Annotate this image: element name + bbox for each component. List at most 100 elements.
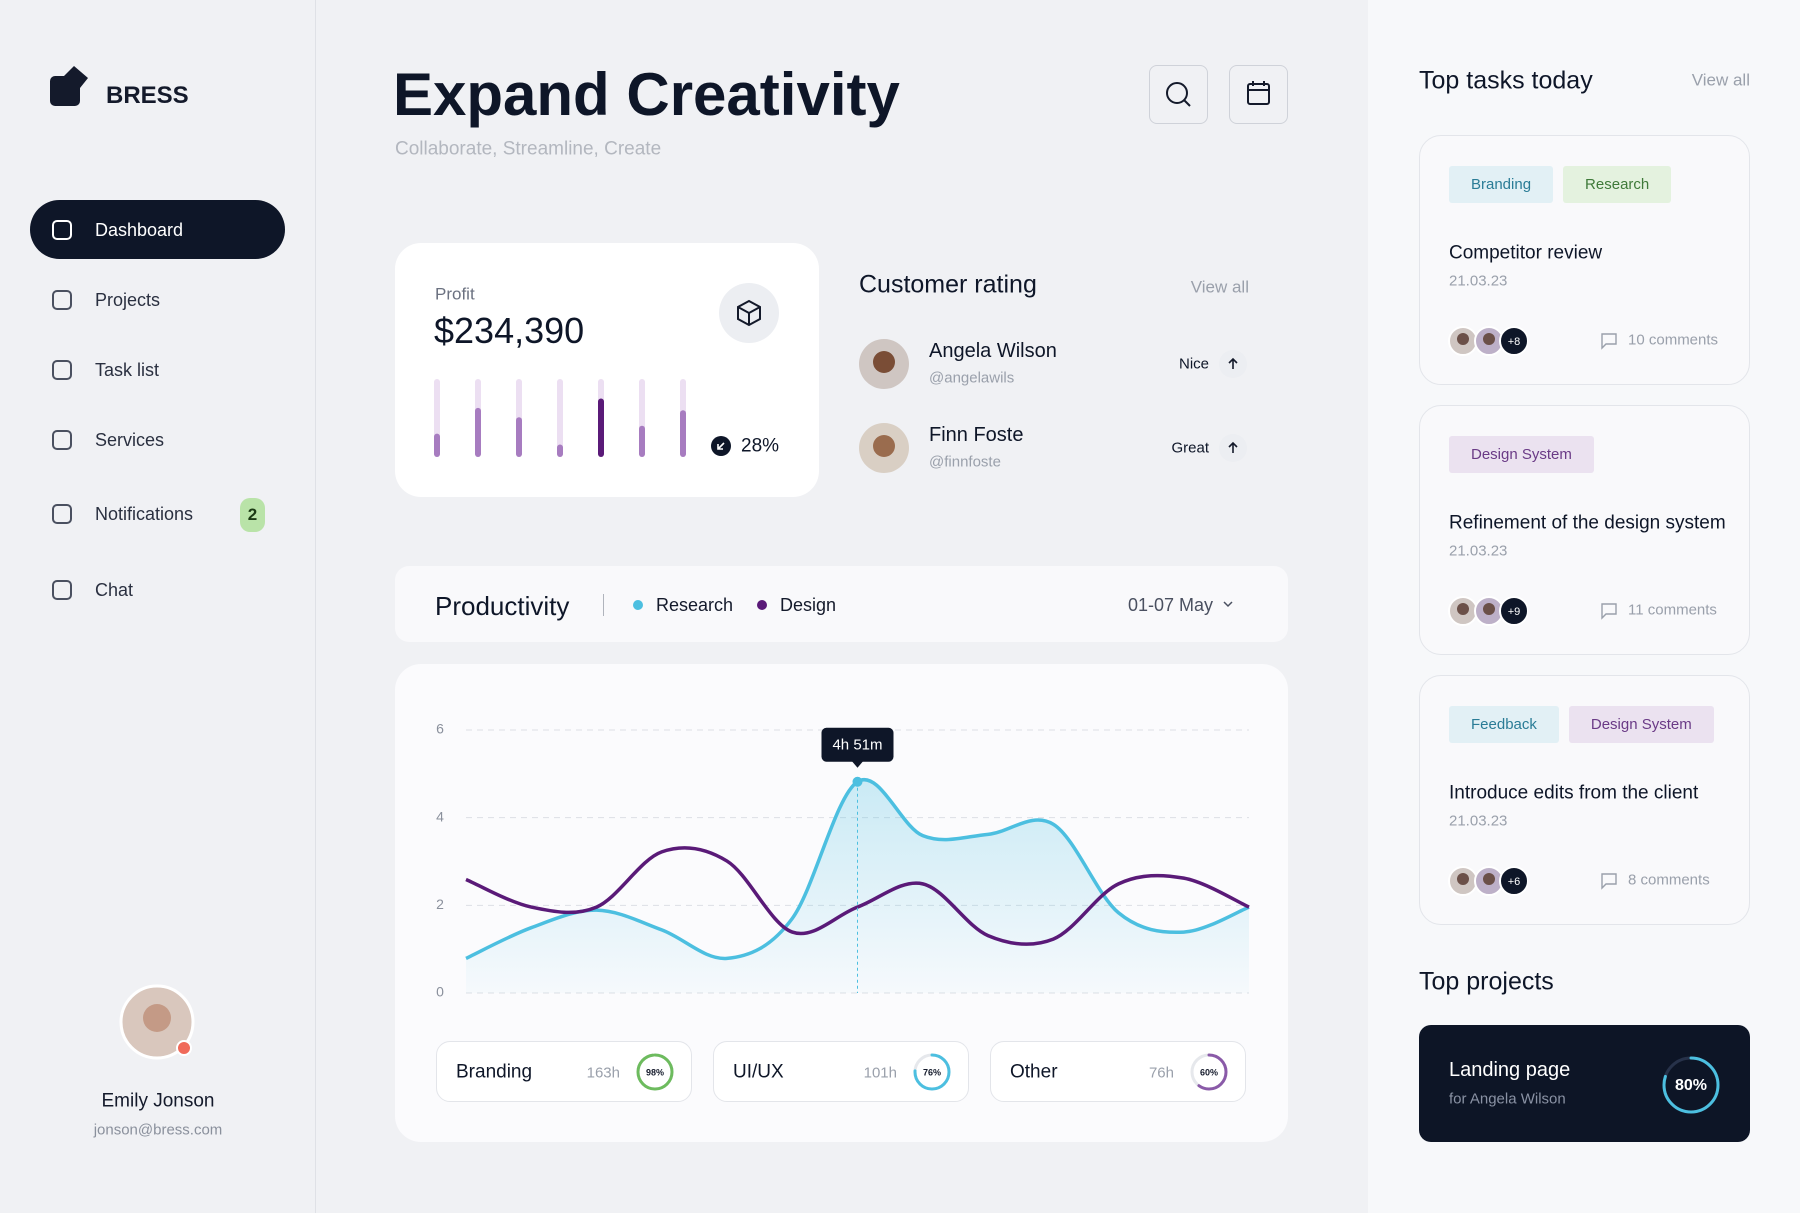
icon-arrow	[1228, 357, 1238, 369]
summary-label: UI/UX	[733, 1061, 784, 1083]
icon-box	[737, 299, 761, 327]
legend-dot	[757, 600, 767, 610]
summary-hours: 101h	[863, 1064, 897, 1082]
avatar-more-label: +8	[1508, 336, 1521, 348]
task-title: Introduce edits from the client	[1449, 782, 1699, 804]
icon	[1601, 603, 1617, 620]
nav-icon	[52, 360, 72, 380]
summary-hours: 163h	[586, 1064, 620, 1082]
avatar-face	[1483, 333, 1495, 345]
summary-ring: 76%	[913, 1053, 951, 1091]
chart-title: Productivity	[435, 591, 570, 621]
profit-value: $234,390	[434, 310, 585, 351]
bar	[639, 425, 645, 457]
icon-shape	[52, 220, 72, 240]
calendar-button[interactable]	[1229, 65, 1288, 124]
ring-progress	[1662, 1056, 1720, 1114]
chevron	[1223, 601, 1233, 608]
icon	[1601, 333, 1617, 350]
view-all[interactable]: View all	[1190, 277, 1249, 297]
avatar-face	[1483, 873, 1495, 885]
nav-item[interactable]: Dashboard	[95, 220, 184, 240]
task-date: 21.03.23	[1449, 272, 1508, 290]
summary-label: Other	[1010, 1061, 1058, 1083]
tag-row: Design System	[1449, 436, 1594, 473]
logo	[50, 66, 88, 106]
task-avatars: +8	[1448, 326, 1528, 356]
comment-icon	[1601, 603, 1617, 620]
status-dot	[176, 1040, 192, 1056]
person-rating: Nice	[1178, 355, 1209, 373]
task-date: 21.03.23	[1449, 812, 1508, 830]
person-name: Finn Foste	[929, 424, 1024, 446]
task-date: 21.03.23	[1449, 542, 1508, 560]
separator	[603, 594, 604, 616]
nav-item[interactable]: Projects	[95, 290, 161, 310]
nav-item[interactable]: Notifications	[95, 504, 194, 524]
user-email: jonson@bress.com	[93, 1121, 223, 1139]
tag: Feedback	[1449, 706, 1559, 743]
person-name: Angela Wilson	[929, 340, 1057, 362]
change-icon	[711, 436, 731, 456]
task-comments: 8 comments	[1628, 871, 1710, 889]
user-name: Emily Jonson	[101, 1090, 215, 1112]
search-button[interactable]	[1149, 65, 1208, 124]
task-comments: 10 comments	[1628, 331, 1719, 349]
sidebar	[0, 0, 316, 1213]
bar	[475, 407, 481, 457]
icon-shape	[52, 430, 72, 450]
summary-label: Branding	[456, 1061, 533, 1083]
ring-progress	[636, 1053, 674, 1091]
tasks-view-all[interactable]: View all	[1691, 70, 1750, 90]
y-tick-label: 0	[436, 984, 444, 1000]
avatar-more	[1499, 326, 1528, 356]
nav-icon	[52, 220, 72, 240]
icon-shape	[52, 360, 72, 380]
legend-label: Design	[780, 595, 837, 615]
bar	[680, 410, 686, 457]
legend-label: Research	[656, 595, 734, 615]
ring-label: 80%	[1675, 1077, 1707, 1094]
avatar-face	[1457, 603, 1469, 615]
person-rating: Great	[1171, 439, 1209, 457]
ring-progress	[1190, 1053, 1228, 1091]
tag: Design System	[1449, 436, 1594, 473]
ring-progress	[913, 1053, 951, 1091]
project-name: Landing page	[1449, 1059, 1571, 1081]
tag: Design System	[1568, 706, 1714, 743]
avatar-more	[1499, 596, 1528, 626]
y-tick-label: 6	[436, 721, 444, 737]
tooltip	[821, 727, 894, 762]
ring-label: 60%	[1200, 1067, 1218, 1077]
project-client: for Angela Wilson	[1449, 1090, 1566, 1108]
tag: Research	[1563, 166, 1672, 203]
date-range[interactable]: 01-07 May	[1127, 595, 1213, 615]
rating-title: Customer rating	[859, 270, 1037, 299]
nav-item[interactable]: Task list	[95, 360, 160, 380]
project-card[interactable]	[1419, 1025, 1750, 1142]
nav-icon	[52, 504, 72, 524]
nav-active[interactable]	[30, 200, 285, 259]
bar	[598, 398, 604, 457]
ring-label: 76%	[923, 1067, 941, 1077]
person-handle: @angelawils	[929, 369, 1015, 387]
icon-shape	[52, 504, 72, 524]
comment-icon	[1601, 873, 1617, 890]
page-title: Expand Creativity	[393, 61, 900, 128]
nav-item[interactable]: Chat	[95, 580, 134, 600]
y-tick-label: 2	[436, 896, 444, 912]
legend-dot	[633, 600, 643, 610]
user-avatar	[119, 984, 195, 1060]
profit-label: Profit	[435, 284, 475, 304]
avatar-face	[1483, 603, 1495, 615]
summary-ring: 98%	[636, 1053, 674, 1091]
profit-bars	[434, 379, 686, 457]
nav-item[interactable]: Services	[95, 430, 165, 450]
avatar-more	[1499, 866, 1528, 896]
task-avatars: +6	[1448, 866, 1528, 896]
projects-title: Top projects	[1419, 967, 1554, 996]
person-avatar	[859, 423, 909, 473]
profit-icon	[719, 283, 779, 343]
tag-row: Branding Research	[1449, 166, 1672, 203]
